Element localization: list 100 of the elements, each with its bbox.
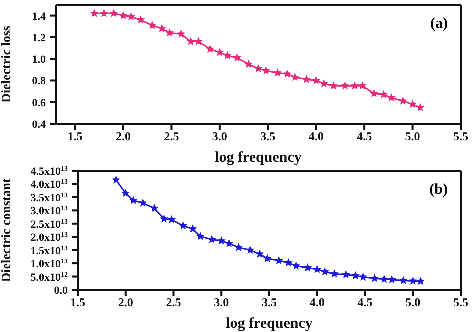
point bbox=[290, 72, 300, 82]
y-tick-label: 0.6 bbox=[32, 97, 46, 110]
x-tick-label: 4.0 bbox=[310, 296, 325, 310]
y-tick-label: 5.0x10$^{12}$ bbox=[30, 270, 68, 284]
point bbox=[112, 176, 121, 184]
point bbox=[358, 82, 367, 90]
point bbox=[216, 48, 224, 56]
point bbox=[351, 271, 360, 280]
point bbox=[341, 82, 350, 90]
point bbox=[166, 28, 174, 37]
point bbox=[160, 214, 168, 223]
point bbox=[188, 224, 198, 233]
point bbox=[246, 246, 255, 254]
x-axis-title: log frequency bbox=[226, 316, 314, 332]
x-tick-label: 5.0 bbox=[406, 296, 421, 310]
x-tick-label: 3.0 bbox=[214, 296, 230, 310]
point bbox=[274, 256, 284, 265]
point bbox=[119, 11, 128, 20]
annotation: (b) bbox=[430, 182, 448, 199]
point bbox=[168, 215, 176, 224]
y-tick-label: 1.5x10$^{13}$ bbox=[30, 244, 68, 258]
point bbox=[150, 204, 159, 212]
y-tick-label: 0.8 bbox=[32, 76, 46, 88]
point bbox=[408, 276, 418, 285]
point bbox=[302, 75, 311, 84]
point bbox=[342, 270, 350, 279]
x-tick-label: 2.5 bbox=[164, 130, 180, 144]
y-tick-label: 3.5x10$^{13}$ bbox=[30, 191, 68, 204]
y-tick-label: 3.0x10$^{13}$ bbox=[30, 204, 68, 218]
point bbox=[244, 60, 254, 68]
point bbox=[217, 236, 226, 245]
y-tick-label: 1.0x10$^{13}$ bbox=[30, 258, 68, 271]
point bbox=[416, 277, 426, 286]
x-axis-title: log frequency bbox=[215, 150, 302, 166]
y-tick-label: 2.5x10$^{13}$ bbox=[30, 218, 68, 231]
x-tick-label: 3.5 bbox=[262, 296, 277, 310]
point bbox=[90, 9, 99, 18]
point bbox=[225, 239, 234, 248]
point bbox=[370, 274, 380, 282]
point bbox=[380, 274, 389, 284]
annotation: (a) bbox=[430, 16, 448, 33]
point bbox=[179, 222, 188, 230]
point bbox=[138, 198, 148, 207]
point bbox=[329, 82, 338, 90]
y-tick-label: 0.0 bbox=[54, 285, 68, 297]
point bbox=[254, 64, 263, 72]
x-tick-label: 4.0 bbox=[308, 130, 324, 144]
point bbox=[320, 79, 328, 88]
point bbox=[196, 232, 205, 240]
x-tick-label: 2.0 bbox=[116, 130, 131, 144]
y-tick-label: 1.2 bbox=[32, 32, 46, 44]
point bbox=[416, 103, 425, 112]
point bbox=[387, 94, 396, 102]
point bbox=[359, 272, 368, 281]
x-tick-label: 5.0 bbox=[405, 130, 420, 144]
x-tick-label: 5.5 bbox=[454, 130, 468, 144]
x-tick-label: 1.5 bbox=[70, 296, 86, 310]
point bbox=[408, 100, 418, 108]
point bbox=[223, 51, 232, 60]
point bbox=[206, 44, 215, 53]
x-tick-label: 5.5 bbox=[454, 296, 468, 310]
y-tick-label: 4.0x10$^{13}$ bbox=[30, 178, 68, 192]
point bbox=[136, 16, 146, 24]
y-tick-label: 1.4 bbox=[32, 10, 46, 23]
point bbox=[194, 37, 203, 46]
point bbox=[330, 270, 339, 278]
point bbox=[158, 24, 166, 32]
point bbox=[398, 96, 408, 105]
point bbox=[122, 188, 130, 198]
x-tick-label: 4.5 bbox=[357, 130, 372, 144]
point bbox=[283, 70, 292, 78]
point bbox=[320, 268, 330, 276]
y-axis-title: Dielectric loss bbox=[0, 26, 14, 103]
point bbox=[350, 82, 360, 90]
x-tick-label: 3.0 bbox=[212, 130, 228, 144]
point bbox=[186, 37, 196, 46]
point bbox=[110, 9, 118, 18]
point bbox=[208, 235, 216, 244]
point bbox=[129, 196, 138, 204]
point bbox=[312, 76, 321, 84]
x-tick-label: 3.5 bbox=[260, 130, 276, 144]
point bbox=[380, 90, 388, 98]
point bbox=[292, 262, 301, 270]
point bbox=[148, 21, 157, 30]
y-tick-label: 0.4 bbox=[32, 119, 46, 131]
x-tick-label: 2.0 bbox=[118, 296, 134, 310]
point bbox=[399, 276, 408, 284]
point bbox=[274, 68, 282, 77]
point bbox=[313, 265, 322, 274]
point bbox=[388, 275, 396, 284]
point bbox=[177, 30, 186, 38]
y-tick-label: 2.0x10$^{13}$ bbox=[30, 231, 68, 244]
point bbox=[304, 264, 312, 272]
y-axis-title: Dielectric constant bbox=[0, 178, 14, 282]
point bbox=[233, 54, 242, 62]
x-tick-label: 2.5 bbox=[166, 296, 182, 310]
point bbox=[100, 9, 108, 18]
x-tick-label: 4.5 bbox=[358, 296, 373, 310]
y-tick-label: 1.0 bbox=[32, 54, 46, 66]
point bbox=[126, 12, 136, 21]
